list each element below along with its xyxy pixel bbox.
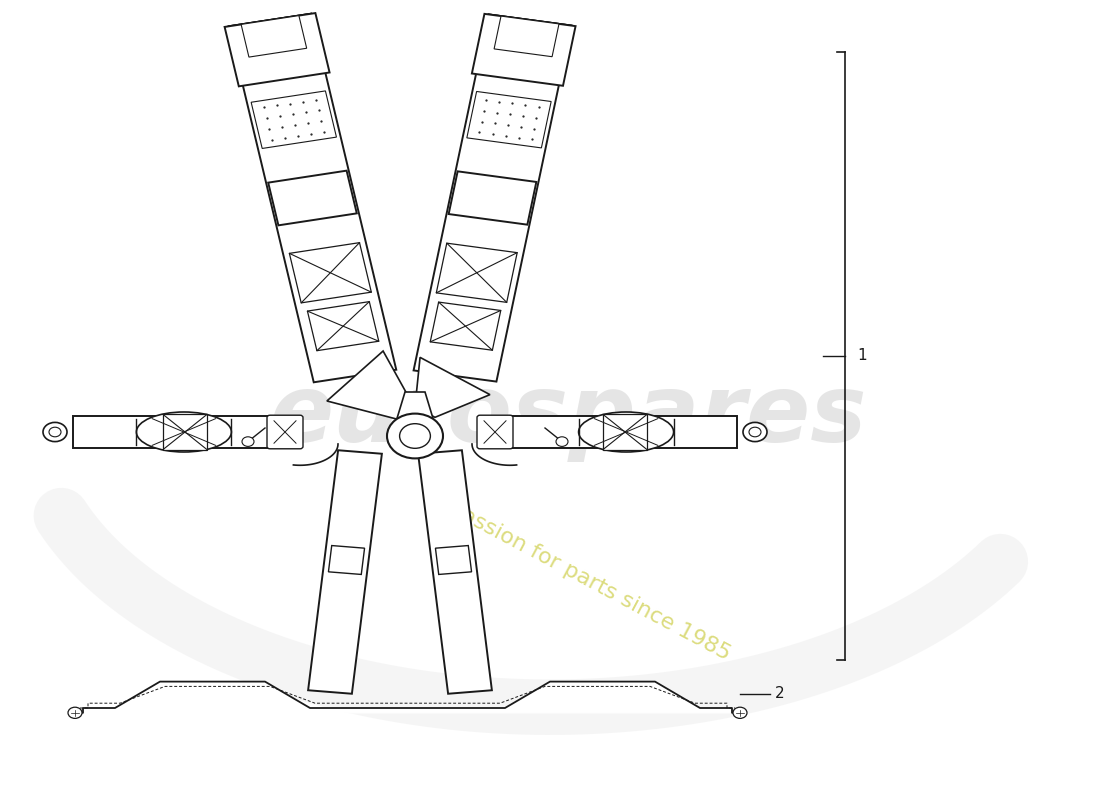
Circle shape <box>556 437 568 446</box>
Text: a passion for parts since 1985: a passion for parts since 1985 <box>427 488 734 664</box>
Polygon shape <box>430 302 500 350</box>
Circle shape <box>50 427 60 437</box>
Ellipse shape <box>579 412 673 452</box>
Circle shape <box>749 427 761 437</box>
Polygon shape <box>472 14 575 86</box>
Circle shape <box>399 424 430 448</box>
Polygon shape <box>224 13 330 86</box>
Polygon shape <box>418 450 492 694</box>
Polygon shape <box>437 243 517 302</box>
Circle shape <box>43 422 67 442</box>
Circle shape <box>242 437 254 446</box>
Polygon shape <box>73 416 300 448</box>
Polygon shape <box>163 414 207 450</box>
Polygon shape <box>494 16 559 57</box>
Circle shape <box>733 707 747 718</box>
Circle shape <box>68 707 82 718</box>
Polygon shape <box>510 416 737 448</box>
Text: 2: 2 <box>776 686 784 701</box>
Polygon shape <box>603 414 647 450</box>
Polygon shape <box>449 171 537 225</box>
Polygon shape <box>229 14 396 382</box>
FancyBboxPatch shape <box>267 415 303 449</box>
Polygon shape <box>329 546 364 574</box>
Polygon shape <box>466 91 551 148</box>
Polygon shape <box>415 358 490 418</box>
Polygon shape <box>241 15 307 57</box>
Polygon shape <box>307 302 378 350</box>
Polygon shape <box>251 91 337 149</box>
Polygon shape <box>308 450 382 694</box>
Ellipse shape <box>136 412 231 452</box>
Polygon shape <box>268 170 356 226</box>
Text: 1: 1 <box>857 349 867 363</box>
Circle shape <box>387 414 443 458</box>
Circle shape <box>742 422 767 442</box>
Polygon shape <box>436 546 472 574</box>
Polygon shape <box>327 351 412 419</box>
FancyBboxPatch shape <box>477 415 513 449</box>
Text: eurospares: eurospares <box>270 370 868 462</box>
Polygon shape <box>414 14 571 382</box>
Polygon shape <box>289 242 372 303</box>
Polygon shape <box>75 682 740 713</box>
Polygon shape <box>397 392 433 418</box>
